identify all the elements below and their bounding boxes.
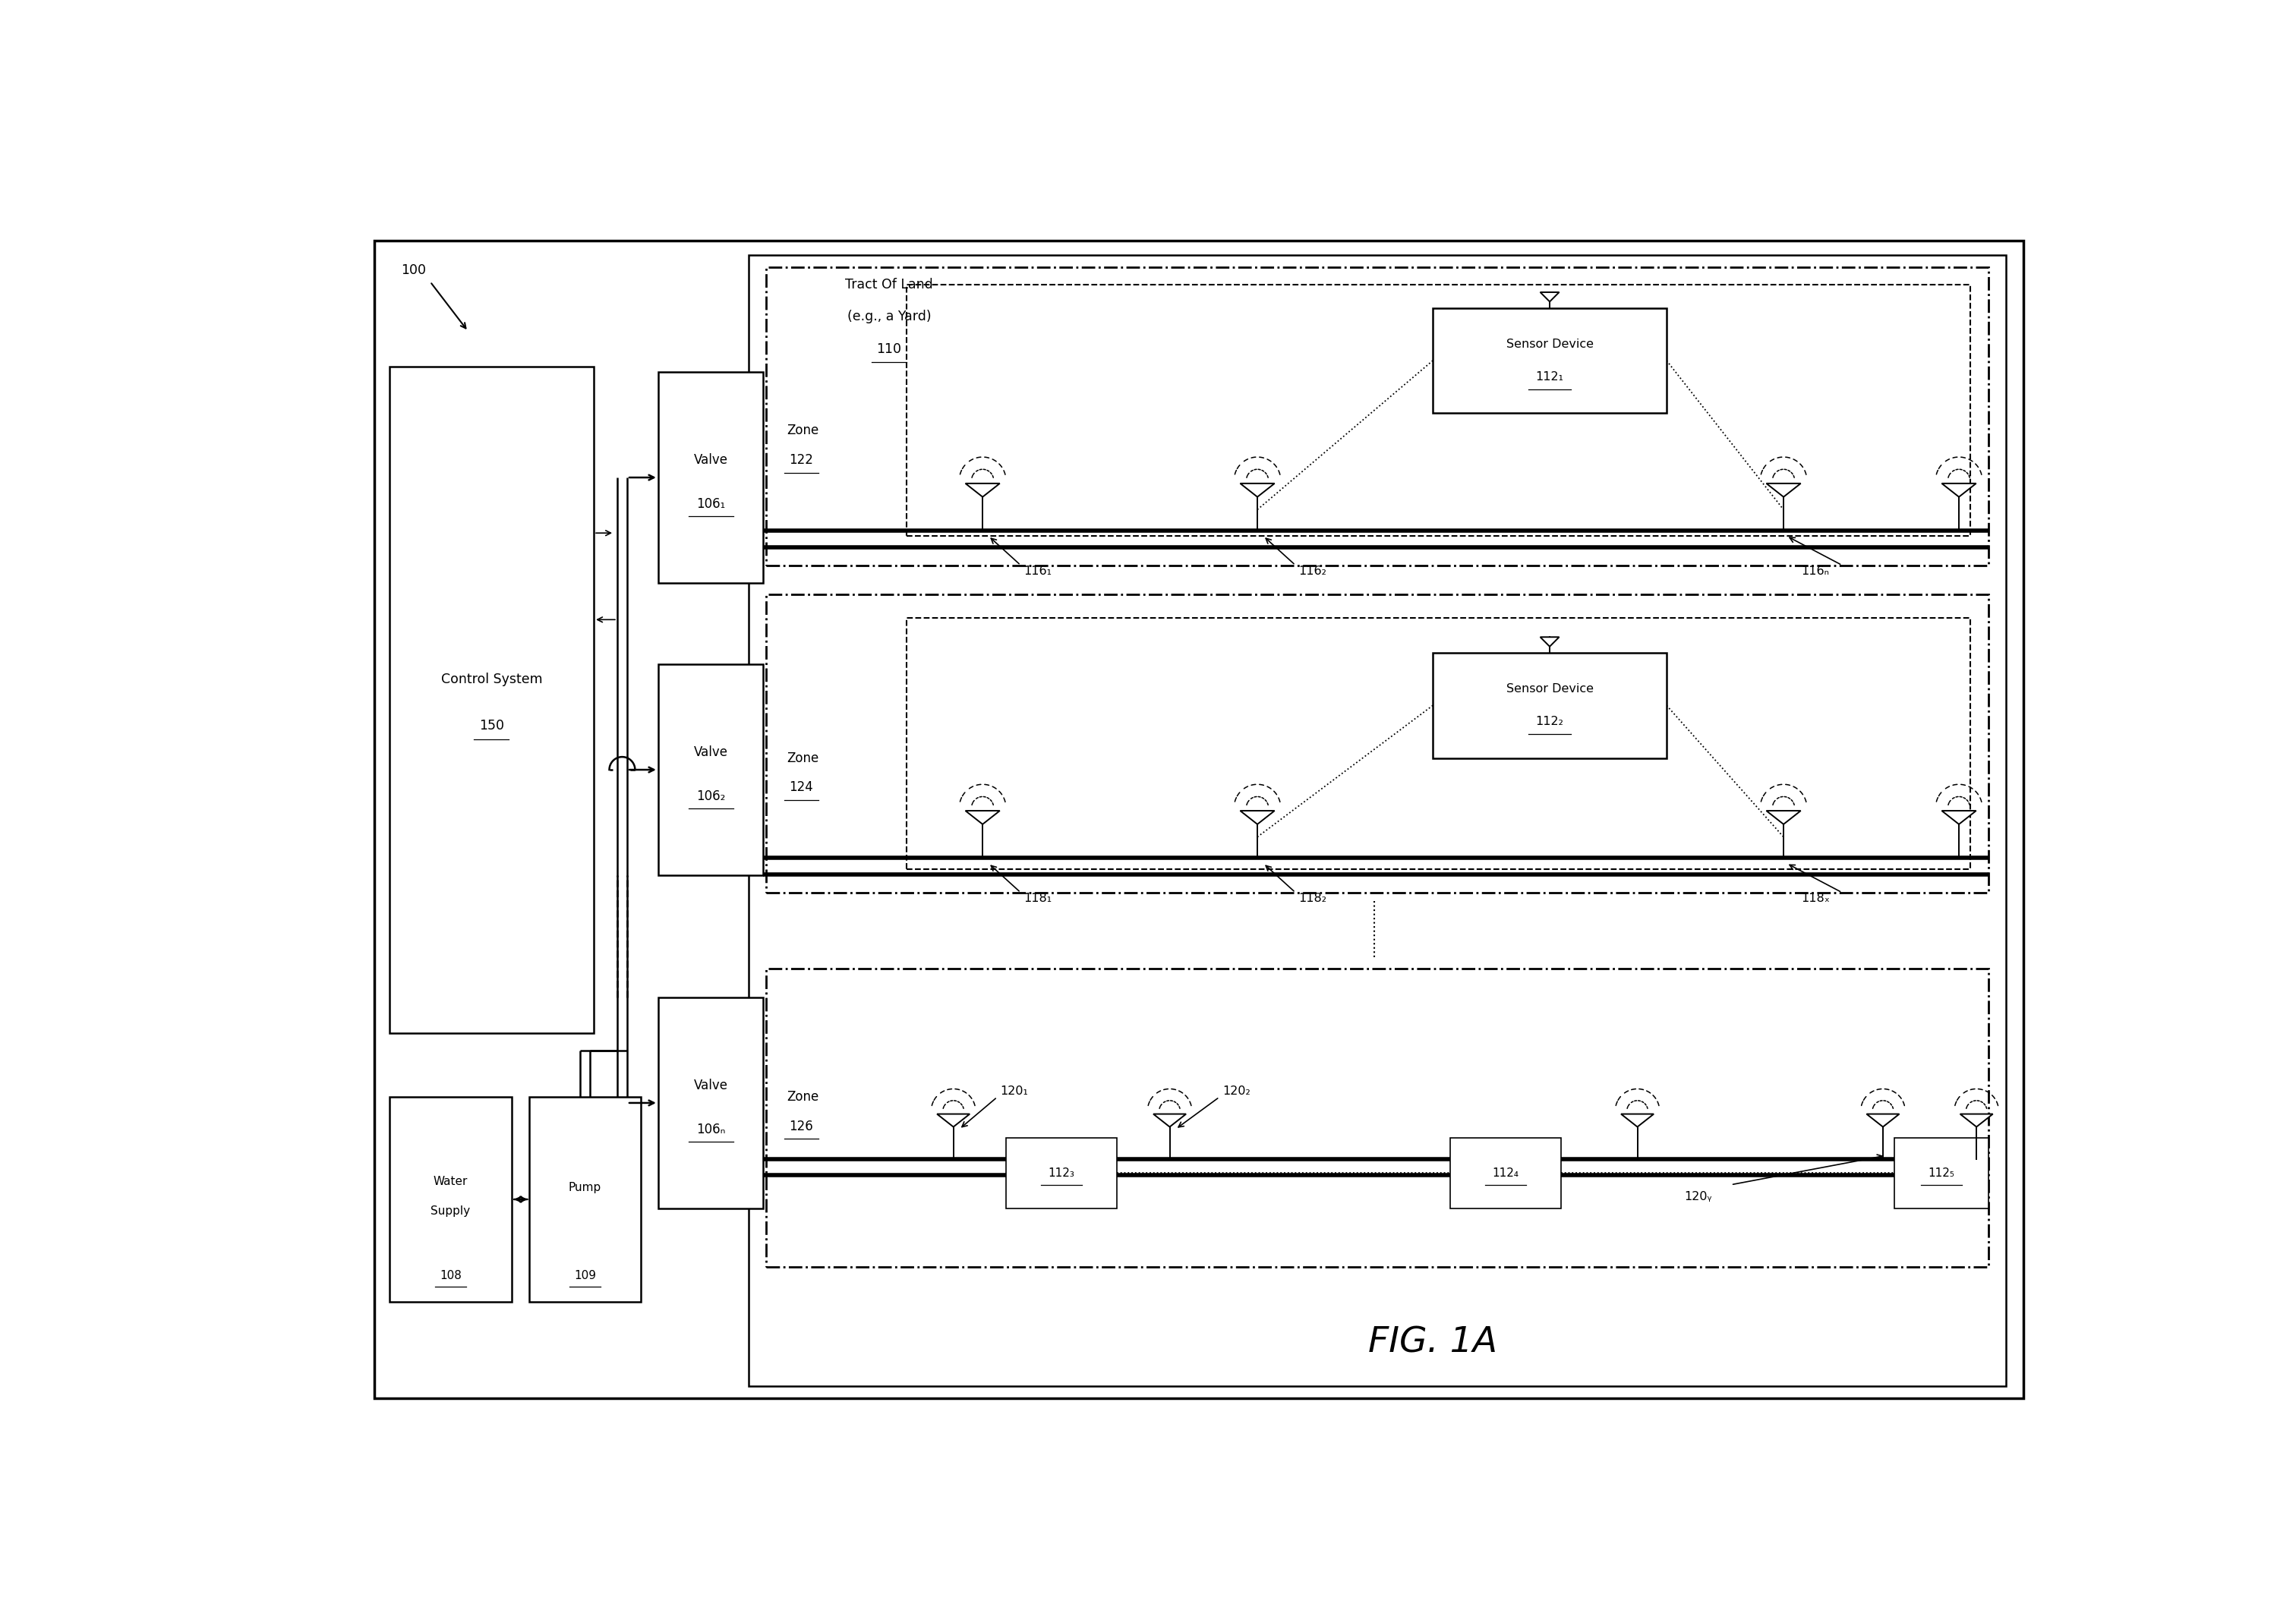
- Text: 118ₓ: 118ₓ: [1800, 892, 1830, 905]
- Bar: [907, 284, 1970, 537]
- Text: 122: 122: [790, 453, 813, 466]
- Text: Valve: Valve: [693, 453, 728, 466]
- Text: Pump: Pump: [569, 1183, 602, 1194]
- Text: 112₂: 112₂: [1536, 717, 1564, 728]
- Polygon shape: [1942, 484, 1977, 497]
- Bar: [767, 595, 1988, 892]
- Polygon shape: [1541, 636, 1559, 646]
- Polygon shape: [1961, 1114, 1993, 1127]
- Polygon shape: [1240, 812, 1274, 824]
- Bar: [1433, 309, 1667, 413]
- Polygon shape: [1240, 484, 1274, 497]
- Bar: [530, 1098, 641, 1302]
- Text: 126: 126: [790, 1120, 813, 1133]
- Polygon shape: [1541, 292, 1559, 302]
- Text: Control System: Control System: [441, 672, 542, 686]
- Polygon shape: [1942, 812, 1977, 824]
- Text: Sensor Device: Sensor Device: [1506, 683, 1593, 694]
- Text: 112₃: 112₃: [1049, 1167, 1075, 1180]
- Text: 124: 124: [790, 781, 813, 794]
- Text: Zone: Zone: [788, 1090, 820, 1104]
- Text: FIG. 1A: FIG. 1A: [1368, 1326, 1497, 1360]
- Text: Supply: Supply: [432, 1205, 471, 1216]
- Bar: [1006, 1138, 1118, 1208]
- Polygon shape: [937, 1114, 969, 1127]
- Polygon shape: [1867, 1114, 1899, 1127]
- Text: 116ₙ: 116ₙ: [1800, 566, 1830, 577]
- Text: Water: Water: [434, 1176, 468, 1188]
- Text: 118₁: 118₁: [1024, 892, 1052, 905]
- Text: 116₁: 116₁: [1024, 566, 1052, 577]
- Text: 108: 108: [439, 1270, 461, 1281]
- Bar: [748, 256, 2007, 1387]
- Text: 106₁: 106₁: [696, 497, 726, 511]
- Polygon shape: [1766, 812, 1800, 824]
- Text: 100: 100: [402, 264, 427, 276]
- Polygon shape: [1153, 1114, 1187, 1127]
- Text: 120ᵧ: 120ᵧ: [1685, 1191, 1713, 1202]
- Text: Zone: Zone: [788, 750, 820, 765]
- Text: Valve: Valve: [693, 1078, 728, 1093]
- Text: 120₂: 120₂: [1221, 1085, 1251, 1098]
- Polygon shape: [1621, 1114, 1653, 1127]
- Text: 120₁: 120₁: [1001, 1085, 1029, 1098]
- Text: Valve: Valve: [693, 746, 728, 759]
- Polygon shape: [1766, 484, 1800, 497]
- Bar: [659, 665, 762, 874]
- Polygon shape: [964, 812, 999, 824]
- Text: 112₅: 112₅: [1929, 1167, 1954, 1180]
- Bar: [907, 617, 1970, 869]
- Bar: [1451, 1138, 1561, 1208]
- Text: 116₂: 116₂: [1297, 566, 1327, 577]
- Text: 110: 110: [877, 342, 902, 355]
- Text: 112₁: 112₁: [1536, 371, 1564, 382]
- Bar: [767, 969, 1988, 1266]
- Text: 109: 109: [574, 1270, 597, 1281]
- Text: (e.g., a Yard): (e.g., a Yard): [847, 310, 932, 323]
- Text: 106₂: 106₂: [696, 789, 726, 804]
- Text: Tract Of Land: Tract Of Land: [845, 278, 932, 291]
- Bar: [659, 998, 762, 1208]
- Polygon shape: [964, 484, 999, 497]
- Text: 112₄: 112₄: [1492, 1167, 1520, 1180]
- Bar: [390, 366, 595, 1033]
- Text: 118₂: 118₂: [1297, 892, 1327, 905]
- Bar: [390, 1098, 512, 1302]
- Bar: [1433, 652, 1667, 759]
- Text: 150: 150: [480, 718, 505, 733]
- Text: Sensor Device: Sensor Device: [1506, 339, 1593, 350]
- Bar: [767, 267, 1988, 566]
- Bar: [1894, 1138, 1988, 1208]
- Text: 106ₙ: 106ₙ: [696, 1122, 726, 1136]
- Bar: [659, 373, 762, 583]
- Text: Zone: Zone: [788, 424, 820, 437]
